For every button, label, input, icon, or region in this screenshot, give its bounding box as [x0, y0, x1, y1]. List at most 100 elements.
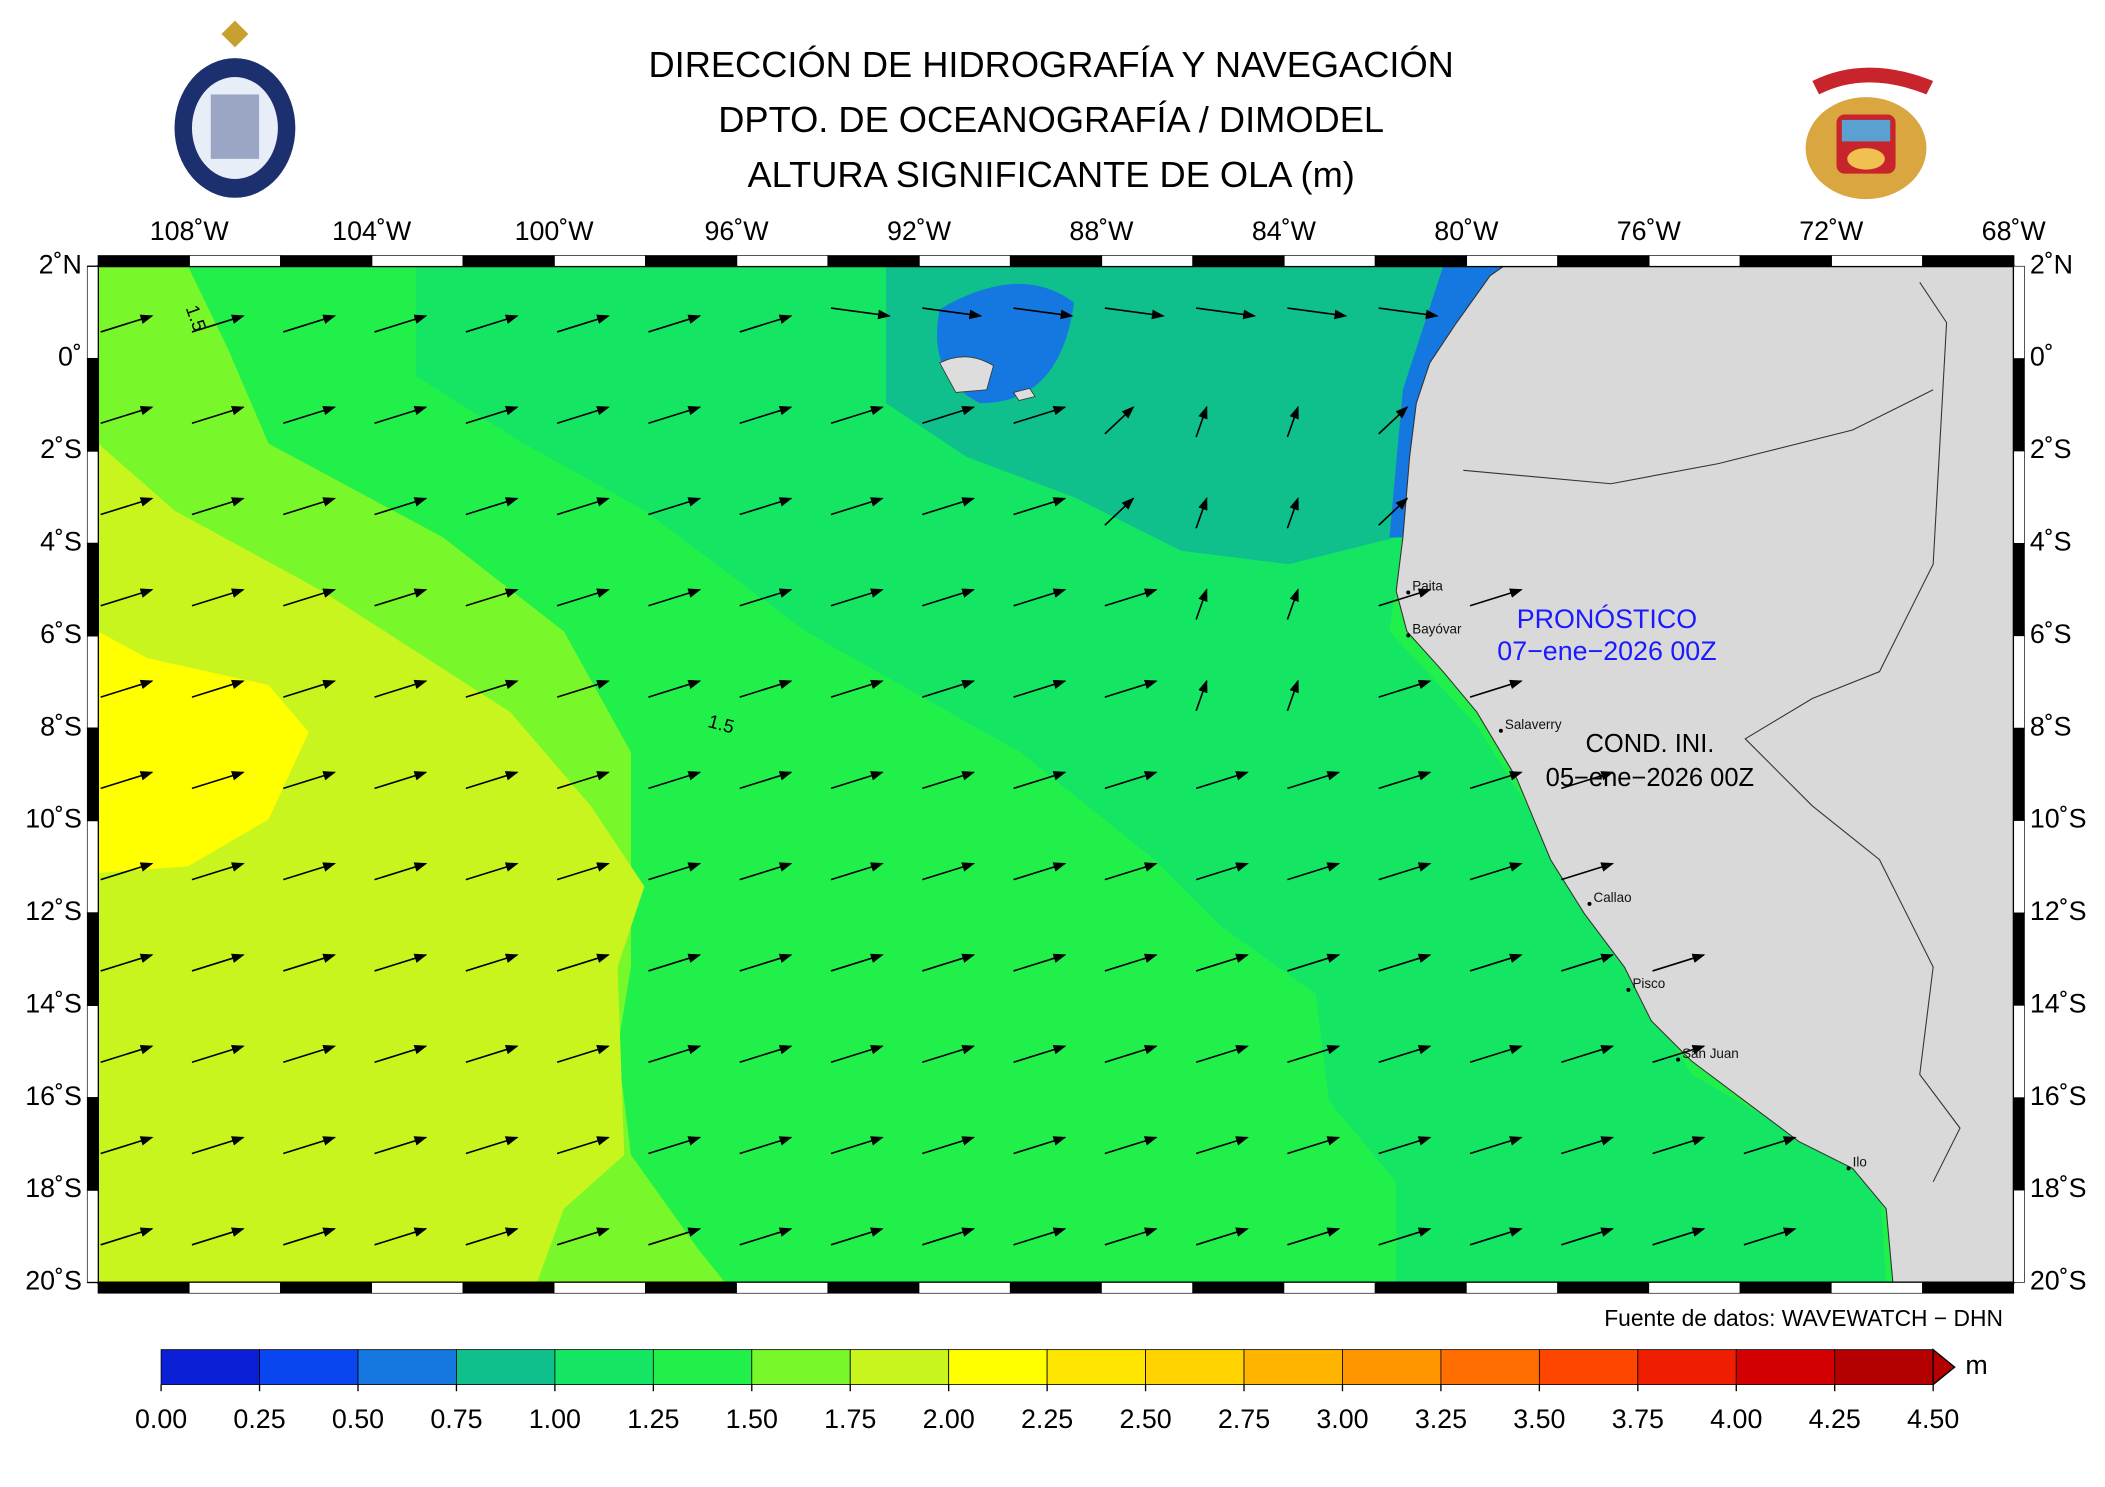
y-tick-label: 0˚: [58, 342, 82, 372]
wave-arrow: [739, 314, 793, 333]
frame-segment: [1922, 1282, 2015, 1294]
wave-arrow: [100, 679, 154, 698]
y-tick-label: 8˚S: [40, 711, 82, 741]
frame-segment: [918, 1282, 1011, 1294]
colorbar-swatch: [1145, 1349, 1245, 1385]
frame-segment: [371, 255, 464, 267]
wave-arrow: [1104, 588, 1158, 607]
frame-segment: [2013, 635, 2025, 729]
y-tick-label: 6˚S: [2030, 619, 2072, 649]
wave-arrow: [1287, 1044, 1341, 1064]
wave-arrow: [1652, 953, 1706, 972]
colorbar-label: 1.75: [824, 1404, 876, 1434]
wave-arrow: [648, 953, 702, 972]
city-label: Callao: [1594, 890, 1632, 905]
colorbar-swatch: [1735, 1349, 1836, 1385]
frame-segment: [86, 1005, 99, 1099]
wave-arrow: [922, 588, 976, 607]
frame-segment: [371, 1282, 464, 1294]
wave-arrow: [1196, 307, 1257, 320]
colorbar-extend: [1932, 1348, 1956, 1386]
colorbar-swatch: [1243, 1349, 1343, 1385]
wave-arrow: [1378, 1044, 1432, 1064]
y-tick-label: 8˚S: [2030, 711, 2072, 741]
wave-arrow: [465, 405, 519, 424]
wave-arrow: [374, 771, 428, 790]
wave-arrow: [191, 588, 245, 607]
wave-arrow: [739, 862, 793, 881]
wave-arrow: [922, 497, 976, 516]
wave-arrow: [739, 1227, 793, 1246]
colorbar-label: 4.25: [1809, 1404, 1861, 1434]
wave-arrow: [374, 1044, 428, 1064]
wave-arrow: [648, 1136, 702, 1155]
x-tick-label: 80˚W: [1434, 216, 1499, 246]
wave-arrow: [1561, 1136, 1615, 1155]
wave-arrow: [100, 588, 154, 607]
wave-arrow: [1195, 588, 1208, 620]
wave-arrow: [648, 679, 702, 698]
frame-segment: [736, 255, 829, 267]
wave-arrow: [1104, 771, 1158, 790]
wave-arrow: [465, 588, 519, 607]
wave-arrow: [1104, 679, 1158, 698]
colorbar-unit: m: [1965, 1350, 1987, 1380]
wave-arrow: [1469, 588, 1523, 607]
wave-arrow: [922, 307, 983, 320]
y-tick-label: 2˚S: [40, 434, 82, 464]
colorbar-swatch: [1046, 1349, 1146, 1385]
frame-segment: [2013, 543, 2025, 637]
wave-arrow: [1195, 1227, 1249, 1246]
wave-arrow: [374, 1227, 428, 1246]
wave-arrow: [283, 862, 337, 881]
colorbar-swatch: [554, 1349, 654, 1385]
colorbar-swatch: [948, 1349, 1048, 1385]
city-dot: [1626, 987, 1631, 992]
wave-arrow: [191, 405, 245, 424]
y-tick-label: 18˚S: [2030, 1173, 2087, 1203]
wave-arrow: [191, 679, 245, 698]
wave-arrow: [1469, 953, 1523, 972]
wave-arrow: [100, 314, 154, 333]
y-tick-label: 10˚S: [2030, 804, 2087, 834]
frame-segment: [827, 1282, 920, 1294]
wave-arrow: [1104, 953, 1158, 972]
wave-arrow: [1104, 497, 1135, 526]
sea-2.00: [98, 631, 309, 874]
wave-arrow: [556, 497, 610, 516]
x-tick-label: 92˚W: [887, 216, 952, 246]
colorbar-label: 2.00: [923, 1404, 975, 1434]
x-tick-label: 72˚W: [1799, 216, 1864, 246]
frame-segment: [2013, 912, 2025, 1006]
wave-arrow: [830, 405, 884, 424]
wave-arrow: [283, 1227, 337, 1246]
colorbar-label: 4.00: [1710, 1404, 1762, 1434]
wave-arrow: [648, 497, 702, 516]
wave-arrow: [191, 953, 245, 972]
frame-segment: [1101, 1282, 1194, 1294]
wave-arrow: [465, 771, 519, 790]
border: [1463, 389, 1934, 485]
frame-segment: [86, 635, 99, 729]
wave-arrow: [465, 1227, 519, 1246]
wave-arrow: [1287, 862, 1341, 881]
wave-arrow: [739, 679, 793, 698]
colorbar-label: 3.75: [1612, 1404, 1664, 1434]
y-tick-label: 2˚N: [2030, 249, 2073, 279]
y-tick-label: 16˚S: [25, 1081, 82, 1111]
colorbar-swatch: [1342, 1349, 1442, 1385]
city-dot: [1406, 590, 1411, 595]
frame-segment: [553, 255, 646, 267]
frame-segment: [1648, 255, 1741, 267]
wave-arrow: [739, 771, 793, 790]
wave-arrow: [191, 1044, 245, 1064]
wave-arrow: [830, 862, 884, 881]
frame-segment: [1648, 1282, 1741, 1294]
colorbar-label: 1.00: [529, 1404, 581, 1434]
frame-segment: [97, 1282, 190, 1294]
wave-arrow: [830, 1044, 884, 1064]
wave-arrow: [1652, 1227, 1706, 1246]
wave-arrow: [1013, 1136, 1067, 1155]
colorbar-swatch: [1637, 1349, 1737, 1385]
wave-arrow: [1561, 1227, 1615, 1246]
